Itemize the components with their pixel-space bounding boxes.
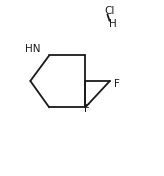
Text: H: H bbox=[109, 19, 117, 29]
Text: F: F bbox=[84, 103, 90, 114]
Text: F: F bbox=[114, 79, 120, 89]
Text: Cl: Cl bbox=[104, 7, 114, 16]
Text: HN: HN bbox=[25, 44, 41, 54]
